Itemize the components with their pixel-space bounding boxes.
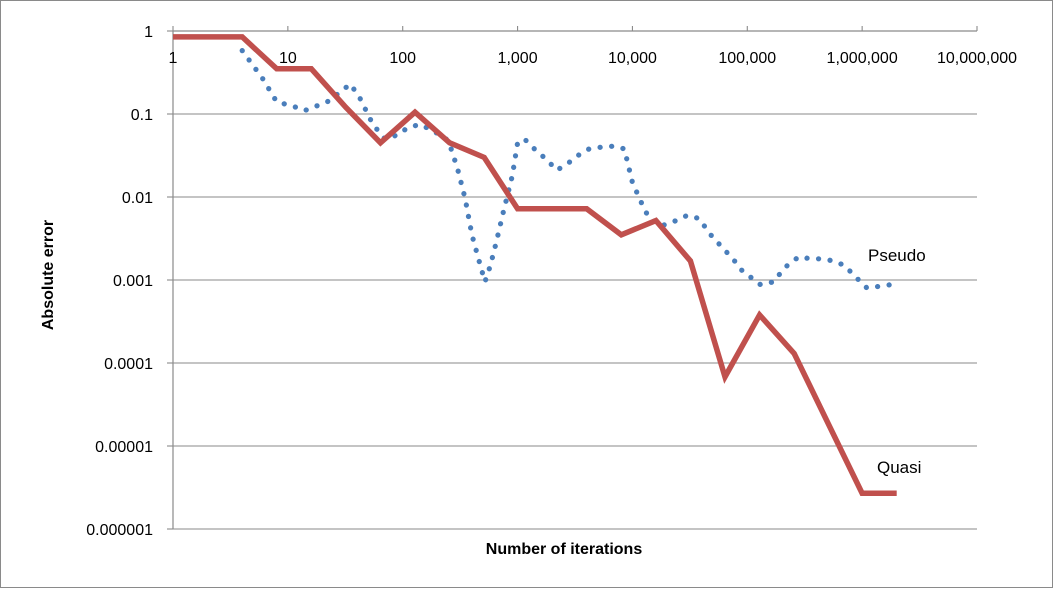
series-line-pseudo: [239, 47, 900, 291]
x-tick-label: 100,000: [718, 50, 776, 67]
y-tick-label: 0.0001: [104, 356, 153, 373]
y-tick-label: 0.01: [122, 190, 153, 207]
grid-layer: [173, 30, 977, 530]
x-tick-labels: 1 10 100 1,000 10,000 100,000 1,000,000 10,000,…: [169, 50, 1018, 67]
axis-layer: [167, 26, 978, 530]
y-tick-label: 0.00001: [95, 439, 153, 456]
x-tick-label: 10,000: [608, 50, 657, 67]
x-tick-label: 10: [279, 50, 297, 67]
series-label-quasi: Quasi: [877, 458, 921, 477]
y-tick-label: 0.001: [113, 273, 153, 290]
series-line-quasi: [173, 34, 897, 496]
series-label-pseudo: Pseudo: [868, 246, 926, 265]
series-labels: Pseudo Quasi: [868, 246, 926, 477]
x-tick-label: 100: [389, 50, 416, 67]
series-layer: [173, 34, 900, 496]
y-tick-labels: 1 0.1 0.01 0.001 0.0001 0.00001 0.000001: [86, 24, 153, 539]
x-tick-label: 1,000: [498, 50, 538, 67]
x-tick-label: 1,000,000: [827, 50, 898, 67]
y-tick-label: 0.000001: [86, 522, 153, 539]
y-axis-title: Absolute error: [40, 220, 57, 330]
x-tick-label: 10,000,000: [937, 50, 1017, 67]
x-tick-label: 1: [169, 50, 178, 67]
x-axis-title: Number of iterations: [486, 541, 643, 558]
y-tick-label: 0.1: [131, 107, 153, 124]
y-tick-label: 1: [144, 24, 153, 41]
